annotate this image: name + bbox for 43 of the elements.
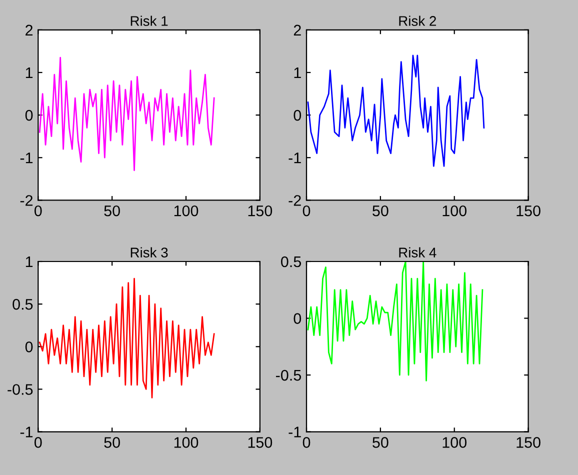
y-tick-label: 0.5 (12, 298, 33, 310)
chart-title: Risk 4 (399, 247, 436, 258)
y-tick-label: 1 (294, 68, 301, 78)
x-tick-label: 0 (302, 205, 310, 216)
y-tick-label: -1 (288, 426, 301, 438)
x-tick-label: 150 (248, 437, 272, 448)
x-tick-label: 150 (516, 437, 540, 448)
y-tick-label: 2 (294, 24, 301, 36)
y-tick-label: -0.5 (276, 370, 302, 381)
line-series (307, 54, 485, 167)
x-tick-label: 100 (442, 437, 467, 448)
line-series (38, 278, 215, 398)
y-tick-label: -2 (20, 195, 33, 206)
x-tick-label: 100 (174, 437, 198, 448)
y-tick-label: -1 (20, 152, 33, 164)
y-tick-label: 2 (26, 24, 33, 36)
y-tick-label: 1 (26, 68, 33, 78)
chart-title: Risk 2 (399, 16, 436, 26)
y-tick-label: 0.5 (281, 256, 302, 268)
y-tick-label: -1 (20, 426, 33, 438)
line-series (307, 262, 484, 382)
x-tick-label: 0 (34, 437, 42, 448)
y-tick-label: -1 (288, 152, 301, 164)
x-tick-label: 100 (442, 205, 467, 216)
x-tick-label: 150 (516, 205, 540, 216)
y-tick-label: 0 (25, 342, 33, 352)
x-tick-label: 150 (248, 205, 272, 216)
x-tick-label: 50 (372, 437, 388, 448)
chart-title: Risk 1 (130, 16, 168, 26)
y-tick-label: 0 (294, 110, 302, 121)
y-tick-label: 1 (26, 256, 33, 268)
x-tick-label: 100 (174, 205, 198, 216)
x-tick-label: 0 (302, 437, 310, 448)
x-tick-label: 50 (104, 205, 120, 216)
x-tick-label: 50 (104, 437, 120, 448)
y-tick-label: 0 (294, 313, 302, 324)
y-tick-label: -0.5 (8, 384, 33, 395)
x-tick-label: 0 (34, 205, 42, 216)
x-tick-label: 50 (372, 205, 388, 216)
y-tick-label: 0 (25, 110, 33, 121)
line-series (38, 56, 215, 172)
chart-title: Risk 3 (130, 247, 168, 258)
y-tick-label: -2 (288, 195, 301, 206)
